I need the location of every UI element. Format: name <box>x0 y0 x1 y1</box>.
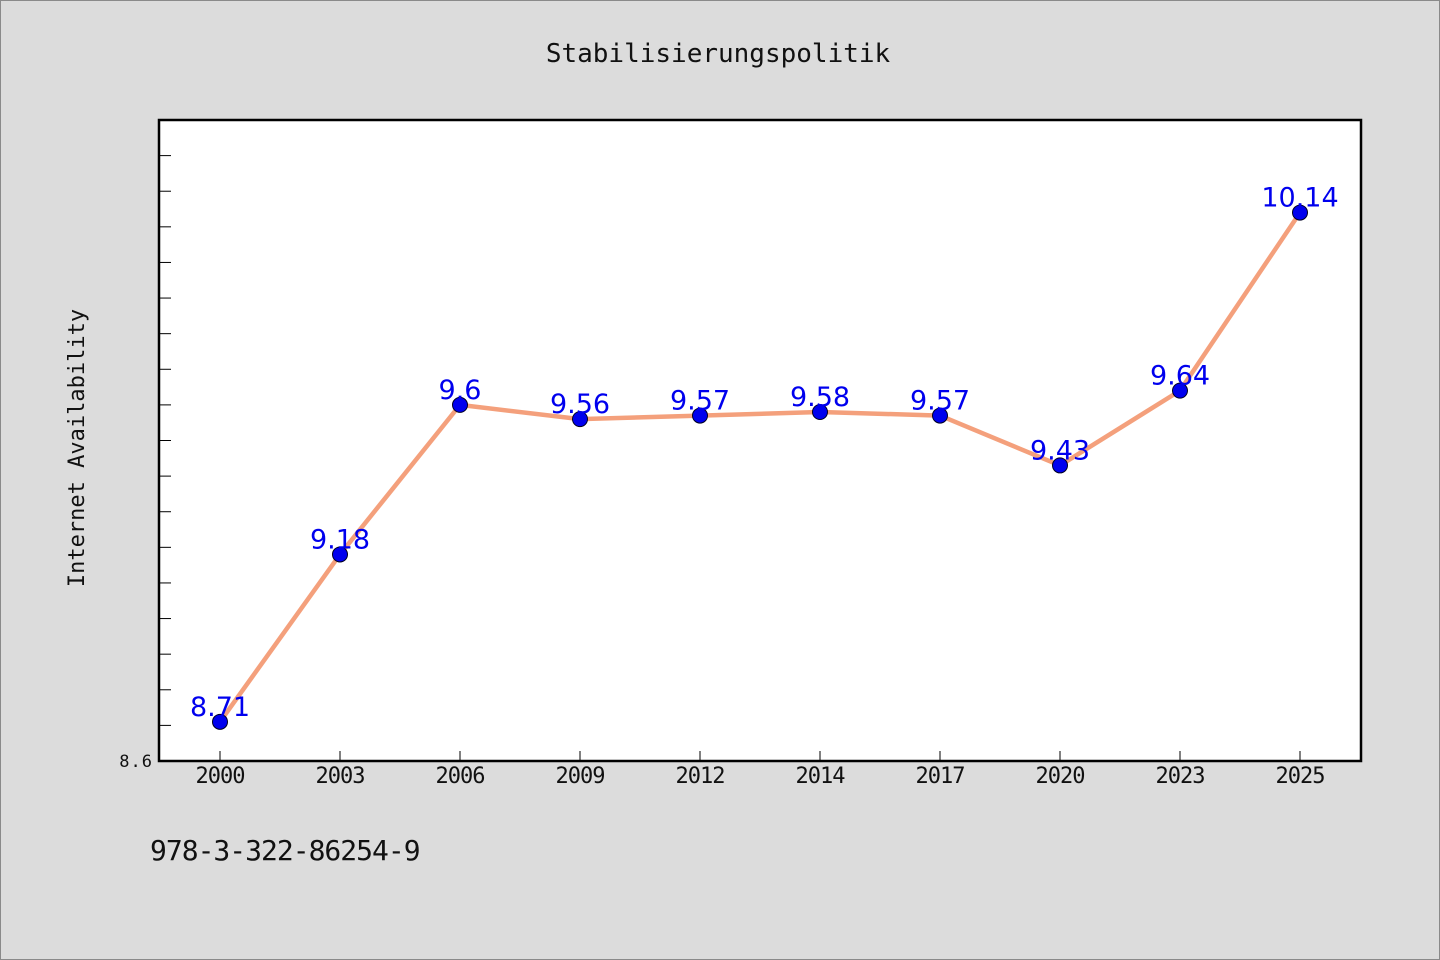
data-label: 9.58 <box>790 382 850 413</box>
data-label: 9.6 <box>439 375 482 406</box>
data-point <box>572 411 588 428</box>
data-point <box>452 396 468 413</box>
y-axis-ticks: 8.6 <box>119 155 171 772</box>
data-point <box>1292 204 1308 221</box>
isbn-label: 978-3-322-86254-9 <box>150 834 421 867</box>
data-label: 9.57 <box>910 386 970 417</box>
x-tick-label: 2003 <box>316 764 365 789</box>
x-tick-label: 2012 <box>676 764 725 789</box>
data-point <box>1052 457 1068 474</box>
data-label: 9.18 <box>310 524 370 555</box>
data-point <box>812 404 828 421</box>
series-line <box>217 210 1303 725</box>
chart-title: Stabilisierungspolitik <box>546 39 891 69</box>
data-label: 9.64 <box>1150 361 1210 392</box>
data-point <box>1172 382 1188 399</box>
y-axis-label: Internet Availability <box>65 309 90 587</box>
x-tick-label: 2014 <box>796 764 846 789</box>
x-tick-label: 2006 <box>436 764 485 789</box>
data-label: 10.14 <box>1261 183 1338 214</box>
x-tick-label: 2025 <box>1276 764 1325 789</box>
data-point <box>332 546 348 563</box>
x-tick-label: 2009 <box>556 764 605 789</box>
x-tick-label: 2017 <box>916 764 965 789</box>
data-label: 9.56 <box>550 389 610 420</box>
x-tick-label: 2023 <box>1156 764 1205 789</box>
y-tick-label: 8.6 <box>119 752 153 772</box>
data-label: 9.43 <box>1030 435 1090 466</box>
data-point <box>692 407 708 424</box>
series-group: 8.71 9.18 9.6 9.56 9.57 9.58 9.57 9.43 9.64 10.14 <box>190 183 1339 730</box>
plot-area <box>157 118 1363 763</box>
data-label: 8.71 <box>190 692 250 723</box>
x-tick-label: 2020 <box>1036 764 1085 789</box>
data-point <box>932 407 948 424</box>
data-label: 9.57 <box>670 386 730 417</box>
x-axis-ticks: 2000 2003 2006 2009 2012 2014 2017 2020 2023 2025 <box>196 751 1325 789</box>
x-tick-label: 2000 <box>196 764 245 789</box>
data-point <box>212 713 228 730</box>
